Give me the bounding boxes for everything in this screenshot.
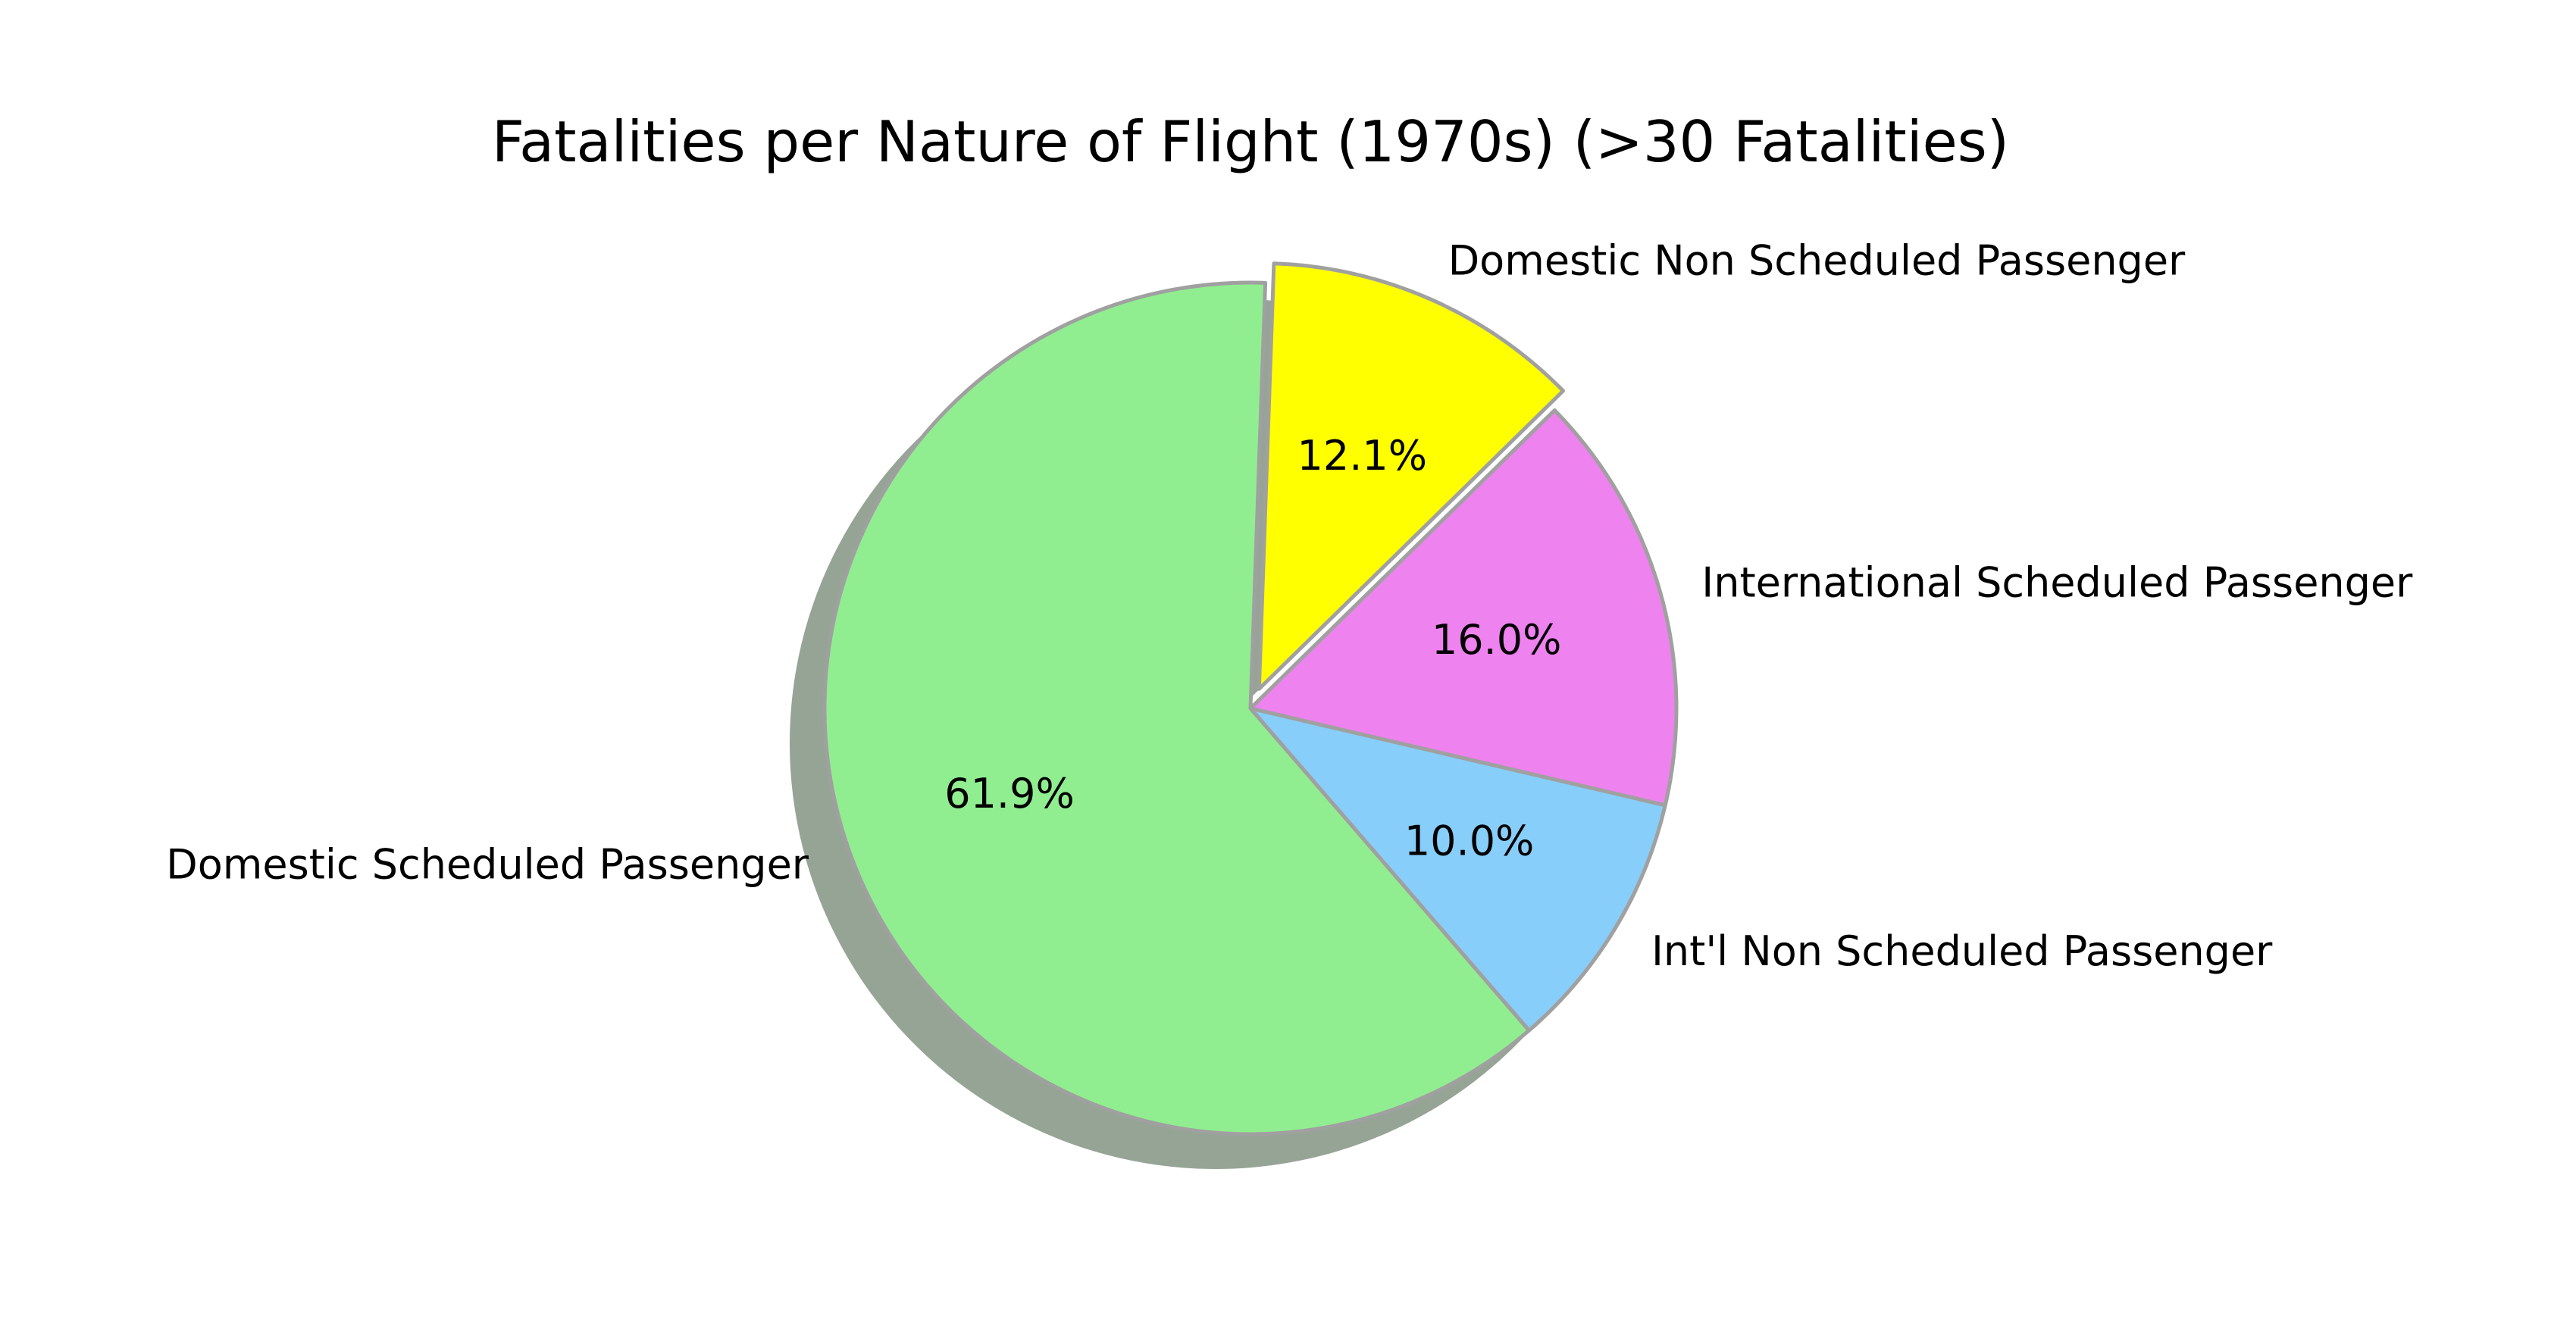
percent-label-domestic-scheduled-passenger: 61.9%: [944, 770, 1075, 817]
slice-international-scheduled-passenger: [1248, 408, 1679, 808]
category-label-domestic-non-scheduled-passenger: Domestic Non Scheduled Passenger: [1448, 237, 2186, 285]
slice-int-l-non-scheduled-passenger: [1248, 706, 1667, 1033]
pie-slices: [822, 261, 1679, 1136]
percent-label-int-l-non-scheduled-passenger: 10.0%: [1404, 817, 1535, 865]
chart-title: Fatalities per Nature of Flight (1970s) …: [492, 108, 2009, 175]
slice-domestic-scheduled-passenger: [822, 280, 1532, 1136]
slice-domestic-non-scheduled-passenger: [1257, 261, 1566, 691]
category-label-domestic-scheduled-passenger: Domestic Scheduled Passenger: [166, 841, 809, 889]
percent-label-domestic-non-scheduled-passenger: 12.1%: [1297, 432, 1428, 480]
pie-labels: 12.1% Domestic Non Scheduled Passenger 16.…: [166, 237, 2413, 975]
percent-label-international-scheduled-passenger: 16.0%: [1432, 616, 1562, 664]
category-label-international-scheduled-passenger: International Scheduled Passenger: [1701, 558, 2413, 606]
category-label-int-l-non-scheduled-passenger: Int'l Non Scheduled Passenger: [1651, 927, 2273, 975]
